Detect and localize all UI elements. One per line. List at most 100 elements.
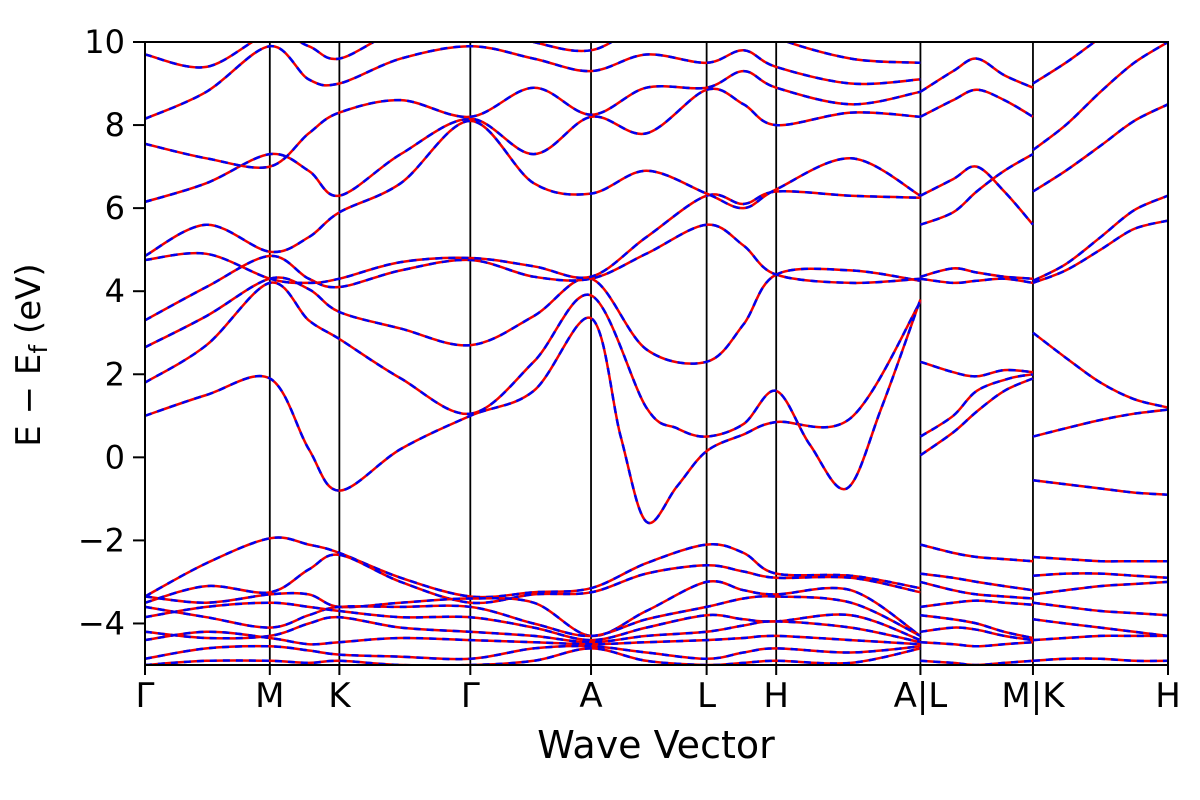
y-tick-label: −2 — [78, 521, 125, 559]
band-line-dashed — [920, 626, 1034, 642]
band-line-dashed — [145, 267, 921, 365]
band-line-solid — [920, 360, 1034, 378]
band-line-dashed — [1032, 601, 1168, 617]
band-line-dashed — [919, 373, 1034, 438]
band-line-dashed — [145, 87, 921, 204]
band-line-solid — [1032, 331, 1168, 409]
x-tick-label: L — [697, 676, 716, 716]
band-line-solid — [145, 119, 922, 258]
y-axis-title-unit: (eV) — [9, 263, 49, 345]
band-line-dashed — [920, 543, 1034, 563]
band-line-solid — [919, 57, 1034, 93]
x-tick-label: M — [255, 676, 284, 716]
x-tick-label: H — [763, 676, 789, 716]
band-line-dashed — [145, 300, 922, 525]
y-axis-title: E − Ef (eV) — [9, 263, 53, 446]
band-line-dashed — [1032, 219, 1168, 285]
high-symmetry-lines — [268, 42, 1034, 665]
band-line-solid — [1032, 42, 1097, 85]
band-line-dashed — [919, 57, 1034, 93]
y-tick-label: −4 — [78, 604, 125, 642]
band-line-solid — [145, 536, 921, 599]
y-tick-label: 0 — [105, 438, 125, 476]
band-line-solid — [145, 44, 921, 120]
x-tick-label: Γ — [136, 676, 155, 716]
y-axis-title-main: E − E — [9, 354, 49, 447]
band-line-dashed — [920, 277, 1034, 285]
x-tick-label: Γ — [461, 676, 480, 716]
band-line-dashed — [1032, 478, 1168, 496]
band-line-dashed — [145, 536, 921, 599]
band-line-dashed — [920, 360, 1034, 378]
band-line-dashed — [1032, 194, 1168, 282]
band-line-dashed — [920, 640, 1034, 648]
band-line-solid — [145, 281, 922, 491]
y-tick-label: 4 — [105, 272, 125, 310]
x-tick-label: H — [1155, 676, 1181, 716]
axis-ticks — [133, 41, 1169, 675]
band-line-dashed — [145, 647, 921, 665]
band-line-dashed — [145, 553, 921, 605]
band-line-solid — [919, 165, 1034, 226]
band-line-dashed — [920, 580, 1034, 600]
band-lines — [145, 42, 1168, 665]
band-line-dashed — [145, 119, 922, 258]
axis-tick-labels: 10 8 6 4 2 0 −2 −4 Γ M K Γ A L H A|L M|K H — [78, 23, 1181, 716]
axes-frame — [144, 41, 1169, 666]
band-line-dashed — [1032, 618, 1168, 638]
band-line-solid — [1032, 103, 1168, 193]
band-line-dashed — [1032, 657, 1168, 663]
y-tick-label: 8 — [105, 106, 125, 144]
x-axis-title: Wave Vector — [537, 723, 775, 767]
band-line-dashed — [920, 659, 1034, 665]
band-line-solid — [920, 580, 1034, 600]
y-axis-title-subscript: f — [24, 344, 53, 354]
band-line-dashed — [1032, 572, 1168, 580]
y-tick-label: 2 — [105, 355, 125, 393]
band-line-dashed — [145, 630, 921, 646]
band-line-dashed — [920, 267, 1034, 280]
y-tick-label: 6 — [105, 189, 125, 227]
band-line-dashed — [1032, 408, 1168, 438]
band-line-dashed — [919, 377, 1034, 457]
band-line-dashed — [1032, 103, 1168, 193]
band-line-dashed — [1032, 331, 1168, 409]
band-line-solid — [1032, 42, 1168, 151]
band-line-dashed — [145, 615, 921, 644]
band-line-dashed — [145, 69, 921, 169]
band-line-dashed — [145, 44, 921, 120]
x-tick-label: K — [328, 676, 352, 716]
band-line-dashed — [145, 595, 921, 638]
band-line-solid — [919, 88, 1034, 118]
band-line-solid — [145, 300, 922, 525]
band-line-dashed — [1032, 555, 1168, 563]
band-line-dashed — [920, 613, 1034, 640]
band-line-solid — [145, 87, 921, 204]
band-line-dashed — [919, 153, 1034, 226]
band-line-dashed — [920, 599, 1034, 609]
band-line-solid — [145, 223, 921, 322]
plot-area: 10 8 6 4 2 0 −2 −4 Γ M K Γ A L H A|L M|K H — [78, 23, 1181, 716]
x-tick-label: A — [579, 676, 602, 716]
band-line-dashed — [145, 579, 922, 638]
band-line-dashed — [919, 88, 1034, 118]
band-line-dashed — [145, 281, 922, 491]
band-line-dashed — [920, 572, 1034, 592]
band-line-solid — [1032, 580, 1168, 596]
y-tick-label: 10 — [84, 23, 125, 61]
band-line-solid — [919, 153, 1034, 226]
band-line-solid — [1032, 601, 1168, 617]
band-line-dashed — [145, 223, 921, 322]
band-line-dashed — [145, 644, 921, 661]
band-line-solid — [1032, 408, 1168, 438]
band-line-dashed — [1032, 42, 1168, 151]
band-line-dashed — [1032, 580, 1168, 596]
x-tick-label: A|L — [894, 676, 948, 716]
band-line-dashed — [145, 601, 921, 642]
x-tick-label: M|K — [1001, 676, 1066, 716]
band-line-dashed — [919, 165, 1034, 226]
band-line-dashed — [1032, 634, 1168, 642]
